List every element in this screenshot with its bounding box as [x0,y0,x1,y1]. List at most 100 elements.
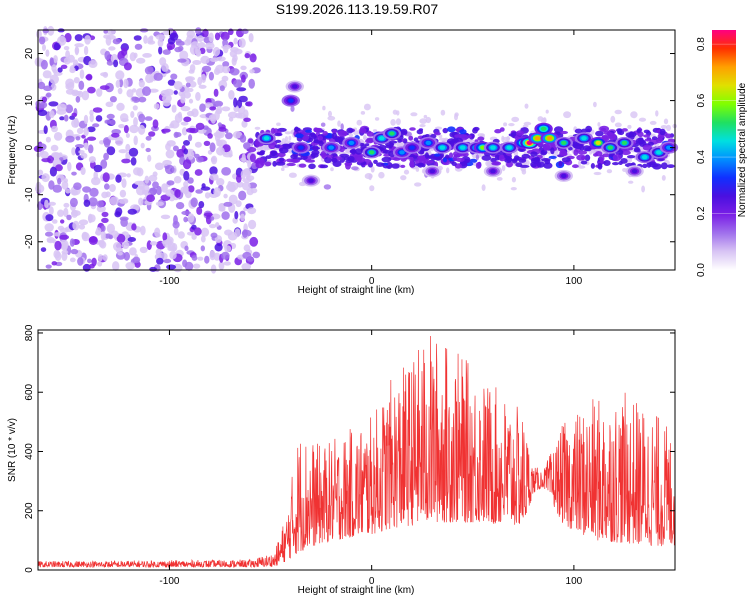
noise-blob [249,53,257,63]
colorbar-label: Normalized spectral amplitude [737,82,748,217]
band-core [574,128,583,134]
band-scatter [363,134,367,140]
noise-blob [113,242,122,251]
noise-blob [200,73,207,83]
noise-blob [49,57,54,66]
noise-blob [236,181,244,188]
noise-blob [227,111,238,119]
band-core [601,134,610,139]
noise-blob [97,261,103,267]
noise-blob [195,189,203,194]
noise-blob [78,224,86,230]
noise-blob [223,193,228,199]
noise-blob [213,100,224,108]
noise-blob [41,157,52,163]
snr-frame [37,329,676,571]
band-core [656,129,661,133]
noise-blob [234,211,239,220]
band-scatter [328,110,332,118]
x-tick-label: 100 [566,576,583,587]
band-scatter [511,176,516,183]
band-scatter [454,113,458,121]
noise-blob [69,67,76,74]
band-core [597,163,603,170]
band-core [608,133,617,141]
band-core [599,154,605,162]
band-scatter [523,121,532,126]
noise-blob [192,263,201,269]
noise-blob [187,185,195,193]
noise-blob [104,119,112,124]
x-tick-label: 0 [369,276,375,287]
noise-blob [117,87,123,95]
band-core [322,131,329,136]
noise-blob [174,189,181,198]
noise-blob [73,182,82,190]
noise-blob [209,250,216,261]
band-core [295,133,304,139]
noise-blob [133,35,142,41]
spectral-blob [368,150,375,155]
noise-blob [138,124,146,135]
noise-blob [228,149,233,158]
noise-blob [89,187,99,197]
noise-blob [156,257,164,265]
noise-blob [197,76,203,86]
band-core [281,143,291,148]
noise-blob [173,176,182,184]
noise-blob [208,71,214,81]
band-core [259,150,265,156]
noise-blob [57,103,67,112]
band-core [313,127,319,133]
band-scatter [578,160,581,167]
colorbar: 0.0 0.2 0.4 0.6 0.8 Normalized spectral ampl… [696,30,748,277]
noise-blob [222,61,230,68]
noise-blob [174,46,183,53]
noise-blob [136,57,146,64]
noise-blob [247,160,252,169]
noise-blob [197,256,204,261]
y-tick-label: 200 [24,502,35,519]
band-scatter [496,177,503,181]
noise-blob [241,153,246,164]
noise-blob [92,107,103,113]
noise-blob [91,176,101,186]
band-core [265,155,272,160]
noise-blob [87,144,94,154]
noise-blob [71,171,77,176]
noise-blob [130,157,137,166]
noise-blob [105,101,114,108]
band-core [305,129,312,133]
noise-blob [173,215,178,225]
band-core [339,153,350,158]
noise-blob [147,66,154,73]
band-core [540,151,547,156]
noise-blob [220,31,230,41]
noise-blob [201,183,206,189]
noise-blob [155,248,162,256]
noise-blob [173,90,178,95]
noise-blob [191,255,198,261]
band-scatter [511,116,520,123]
noise-blob [147,40,156,45]
spectral-blob [425,140,432,145]
noise-blob [144,116,153,121]
noise-blob [57,225,65,231]
noise-blob [194,227,202,236]
band-core [621,128,628,132]
noise-blob [45,49,50,57]
band-core [326,154,333,159]
noise-blob [205,214,212,225]
spectral-blob [540,126,547,131]
noise-blob [42,44,46,51]
noise-blob [216,146,225,156]
band-core [580,160,588,165]
y-tick-label: 600 [24,383,35,400]
noise-blob [65,188,71,194]
band-scatter [446,167,450,174]
noise-blob [45,231,53,237]
noise-blob [81,231,89,240]
noise-blob [108,46,116,51]
noise-blob [118,149,128,154]
band-scatter [392,109,398,115]
